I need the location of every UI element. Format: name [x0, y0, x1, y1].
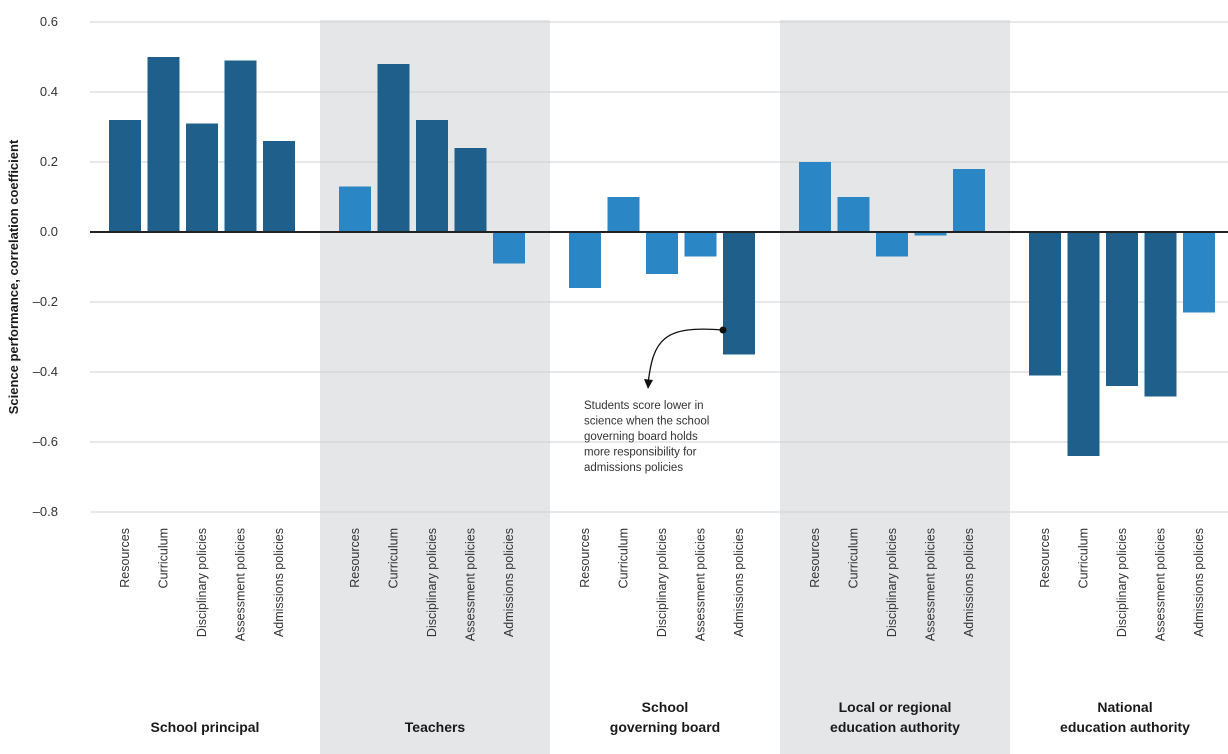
bar [339, 186, 371, 232]
category-label: Curriculum [1077, 528, 1091, 588]
annotation-arrowhead [644, 379, 653, 389]
bar [1144, 232, 1177, 397]
category-label: Resources [118, 528, 132, 588]
category-label: Disciplinary policies [885, 528, 899, 637]
bar [1106, 232, 1138, 386]
bar [1067, 232, 1100, 456]
annotation-text: admissions policies [584, 462, 683, 474]
bar [837, 197, 870, 232]
group-label: governing board [610, 719, 720, 735]
group-label: School [642, 699, 689, 715]
bars [109, 57, 1215, 456]
bar [953, 169, 985, 232]
group-label: education authority [1060, 719, 1190, 735]
category-label: Resources [578, 528, 592, 588]
annotation-text: science when the school [584, 416, 709, 428]
y-axis-label: Science performance, correlation coeffic… [6, 139, 21, 414]
bar [607, 197, 640, 232]
y-tick-label: –0.8 [33, 504, 58, 519]
bar [914, 232, 947, 236]
category-label: Assessment policies [694, 528, 708, 641]
category-label: Disciplinary policies [655, 528, 669, 637]
category-label: Admissions policies [272, 528, 286, 637]
category-label: Disciplinary policies [195, 528, 209, 637]
bar [224, 60, 257, 232]
group-labels: School principal Teachers School governing … [151, 699, 1191, 735]
category-label: Admissions policies [1192, 528, 1206, 637]
category-label: Curriculum [387, 528, 401, 588]
category-label: Resources [348, 528, 362, 588]
category-label: Assessment policies [234, 528, 248, 641]
bar [569, 232, 601, 288]
y-tick-label: 0.4 [40, 84, 58, 99]
category-label: Admissions policies [502, 528, 516, 637]
bar [1029, 232, 1061, 376]
bar [454, 148, 487, 232]
category-label: Assessment policies [1154, 528, 1168, 641]
bar [723, 232, 755, 355]
category-label: Curriculum [617, 528, 631, 588]
y-tick-label: 0.2 [40, 154, 58, 169]
group-label: National [1097, 699, 1152, 715]
bar [147, 57, 180, 232]
category-label: Admissions policies [732, 528, 746, 637]
annotation-arrow [647, 328, 724, 385]
y-tick-label: –0.4 [33, 364, 58, 379]
category-label: Admissions policies [962, 528, 976, 637]
group-label: Local or regional [839, 699, 952, 715]
category-label: Resources [808, 528, 822, 588]
category-labels: Resources Curriculum Disciplinary policies… [118, 528, 1206, 641]
y-tick-label: 0.0 [40, 224, 58, 239]
bar [109, 120, 141, 232]
bar [416, 120, 448, 232]
category-label: Disciplinary policies [1115, 528, 1129, 637]
y-tick-label: 0.6 [40, 14, 58, 29]
y-tick-labels: 0.6 0.4 0.2 0.0 –0.2 –0.4 –0.6 –0.8 [33, 14, 58, 519]
category-label: Disciplinary policies [425, 528, 439, 637]
bar [684, 232, 717, 257]
bar [377, 64, 410, 232]
annotation-text: Students score lower in [584, 400, 704, 412]
category-label: Curriculum [157, 528, 171, 588]
category-label: Assessment policies [924, 528, 938, 641]
y-tick-label: –0.2 [33, 294, 58, 309]
y-tick-label: –0.6 [33, 434, 58, 449]
bar [186, 123, 218, 232]
annotation: Students score lower in science when the … [584, 326, 727, 474]
annotation-text: more responsibility for [584, 447, 697, 459]
bar [646, 232, 678, 274]
bar [799, 162, 831, 232]
annotation-text: governing board holds [584, 431, 698, 443]
bar [493, 232, 525, 264]
group-label: Teachers [405, 719, 466, 735]
bar [1183, 232, 1215, 313]
bar [263, 141, 295, 232]
group-label: education authority [830, 719, 960, 735]
bar [876, 232, 908, 257]
category-label: Curriculum [847, 528, 861, 588]
group-label: School principal [151, 719, 260, 735]
category-label: Resources [1038, 528, 1052, 588]
group-band [780, 20, 1010, 754]
category-label: Assessment policies [464, 528, 478, 641]
